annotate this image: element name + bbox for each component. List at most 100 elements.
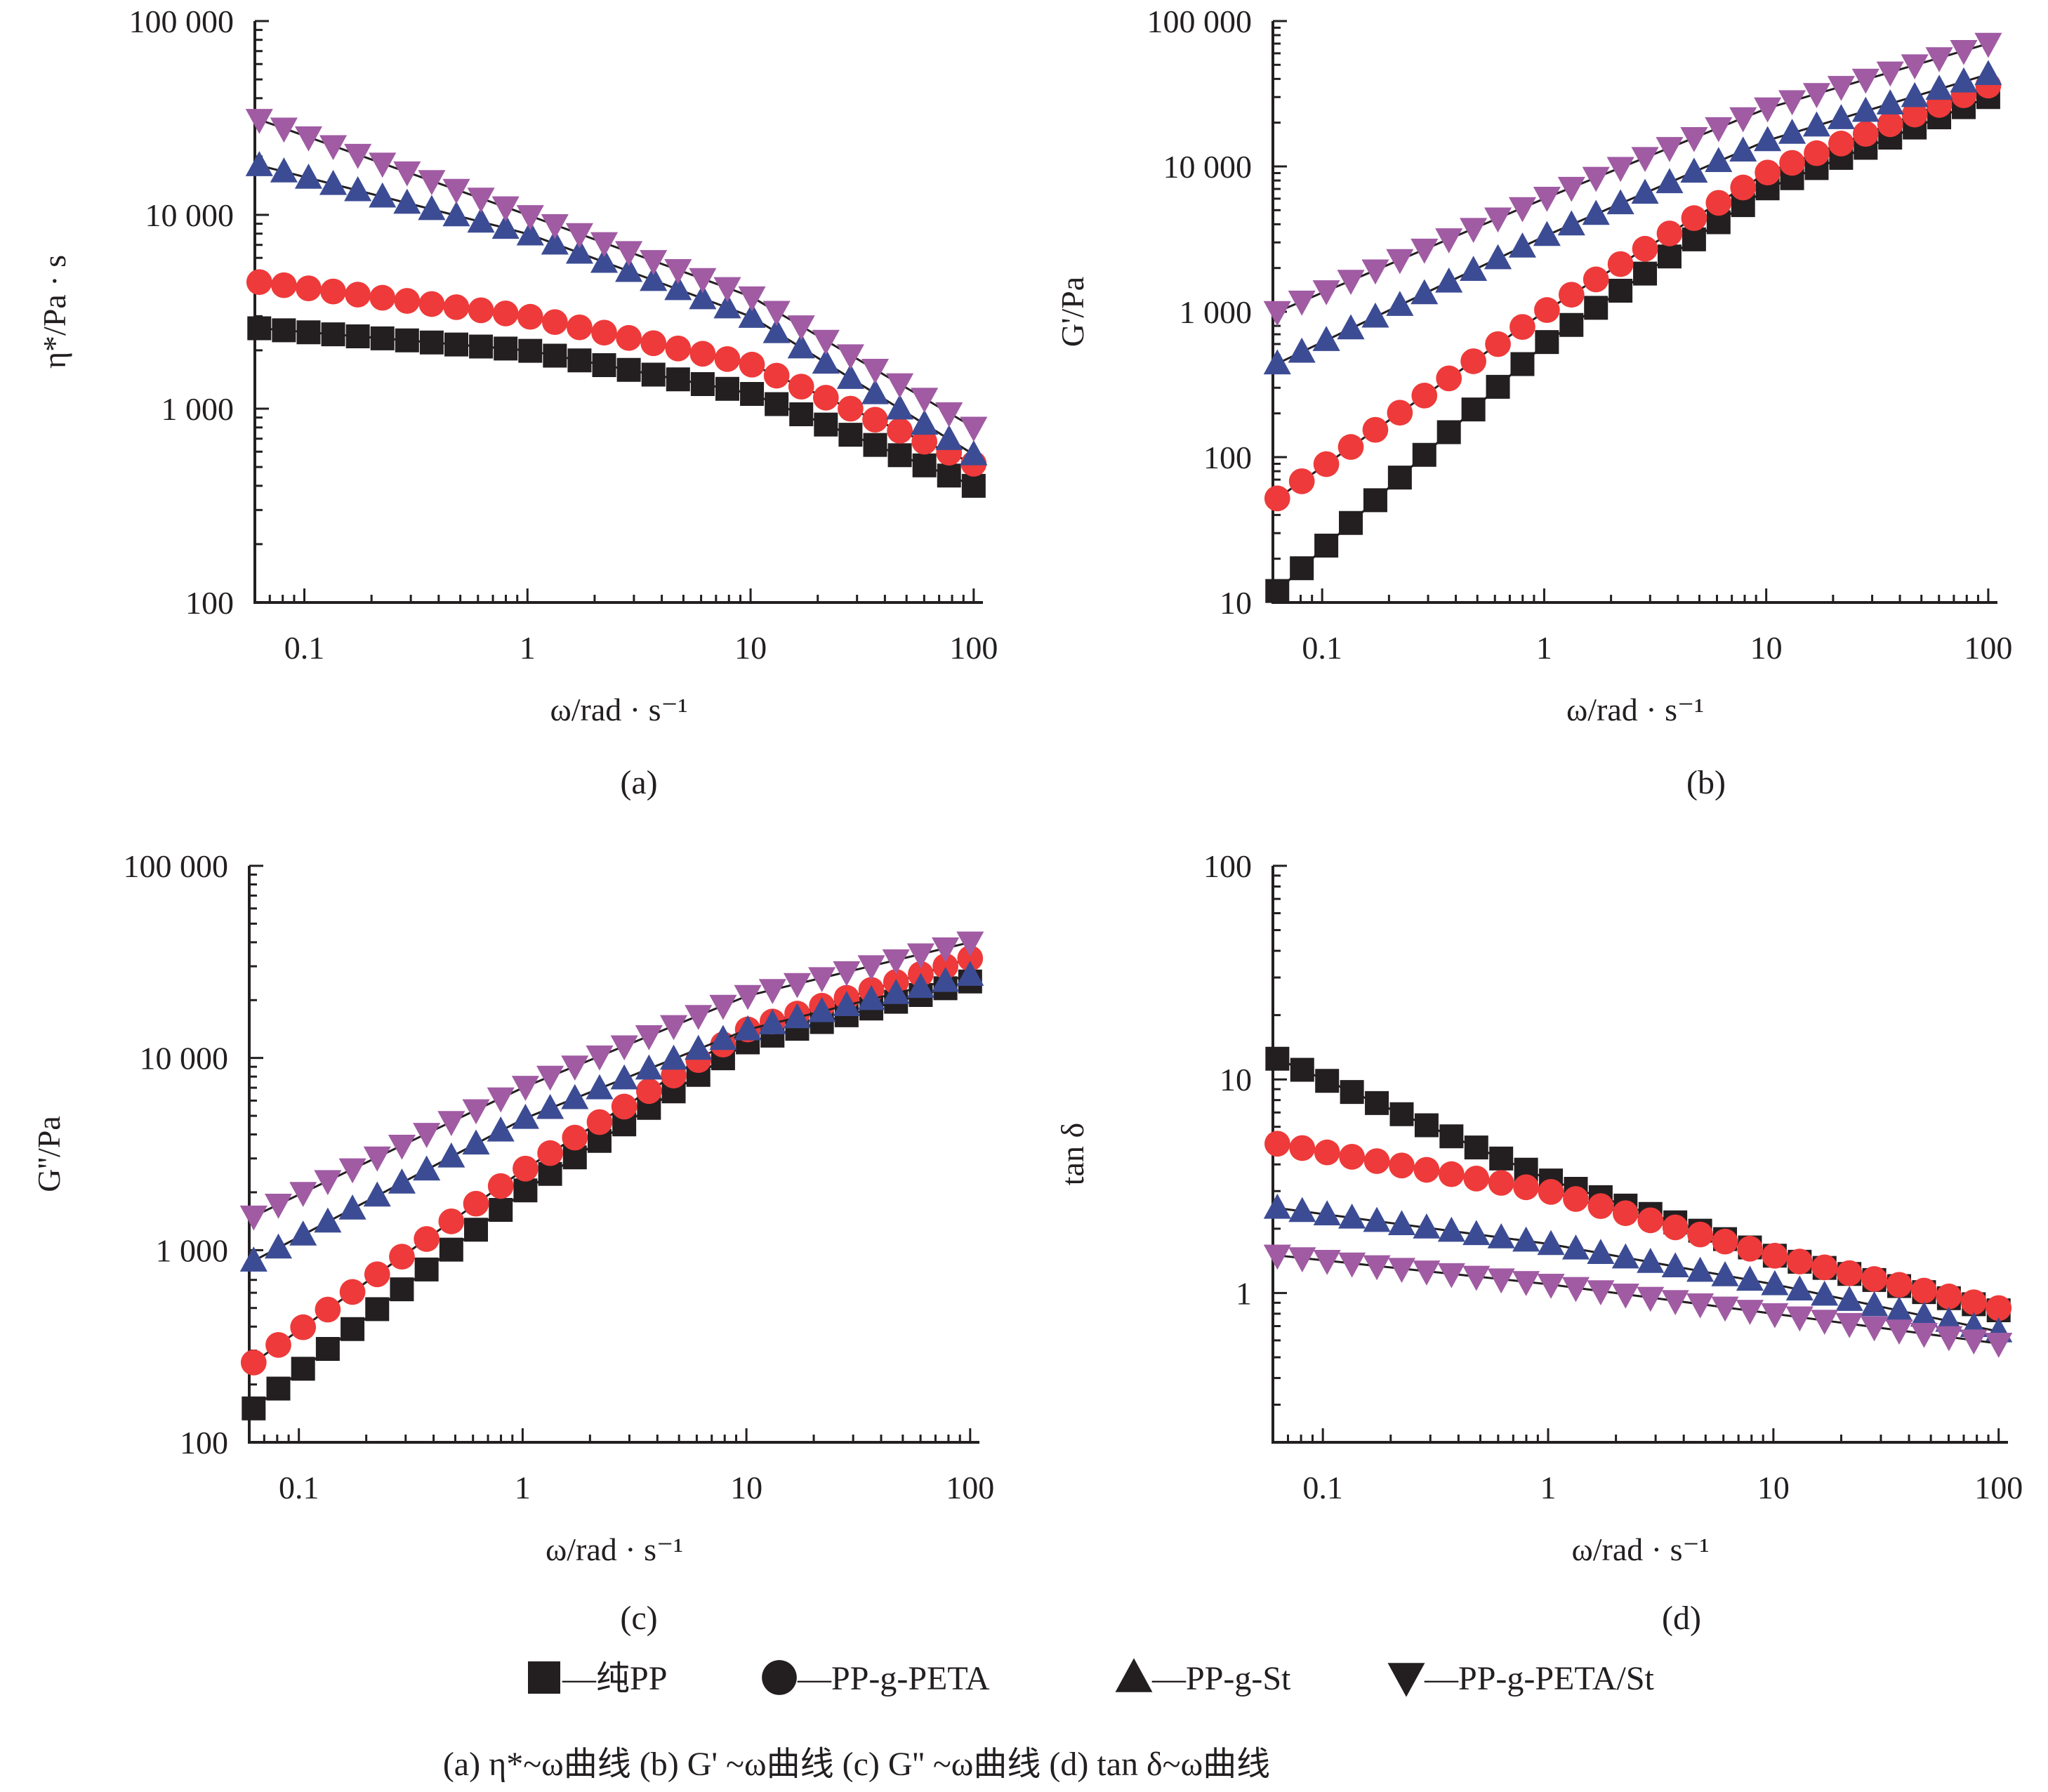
data-point [857, 955, 885, 981]
data-point [1754, 126, 1782, 152]
data-point [439, 1237, 463, 1262]
data-point [709, 994, 737, 1020]
data-point [462, 1099, 490, 1125]
data-point [1460, 218, 1488, 244]
data-point [462, 1129, 490, 1155]
data-point [393, 188, 421, 214]
data-point [395, 328, 419, 353]
data-point [245, 109, 273, 134]
data-point [291, 1357, 315, 1381]
x-tick-label: 100 [946, 1470, 994, 1506]
data-point [1761, 1270, 1789, 1296]
data-point [369, 152, 397, 178]
data-point [1680, 157, 1708, 183]
data-point [1412, 442, 1436, 467]
x-tick-label: 1 [515, 1470, 531, 1506]
data-point [1365, 1091, 1389, 1115]
series-line [1276, 42, 1989, 313]
data-point [1289, 1135, 1316, 1161]
panel-label: (c) [620, 1600, 657, 1637]
data-point [1338, 1252, 1366, 1278]
y-axis-label: G'/Pa [1055, 277, 1090, 347]
data-point [1985, 1333, 2013, 1358]
data-point [863, 433, 887, 457]
data-point [1754, 97, 1782, 123]
data-point [1337, 314, 1365, 340]
data-point [1386, 249, 1414, 275]
data-point [1911, 1277, 1937, 1304]
data-point [1533, 187, 1561, 212]
data-point [911, 388, 939, 413]
data-point [1729, 107, 1757, 133]
data-point [957, 945, 984, 972]
data-point [247, 316, 272, 341]
y-axis-label: η*/Pa · s [37, 255, 72, 369]
data-point [1835, 1286, 1863, 1311]
data-point [783, 1003, 812, 1029]
x-tick-label: 1 [1540, 1470, 1557, 1506]
data-point [1606, 189, 1634, 215]
data-point [562, 1145, 587, 1170]
data-point [1363, 1255, 1391, 1281]
x-tick-label: 0.1 [284, 630, 325, 666]
data-point [787, 333, 815, 359]
data-point [1563, 1186, 1589, 1212]
legend-label: —PP-g-PETA [797, 1660, 990, 1697]
data-point [1460, 256, 1488, 281]
data-point [1386, 291, 1414, 316]
series-petast [1263, 32, 2002, 327]
data-point [1389, 1102, 1414, 1126]
data-point [664, 275, 692, 301]
data-point [738, 303, 766, 328]
data-point [685, 1034, 713, 1060]
data-point [1361, 259, 1389, 285]
data-point [314, 1170, 342, 1196]
x-tick-label: 0.1 [1302, 630, 1342, 666]
data-point [1827, 76, 1855, 101]
x-axis-label: ω/rad · s⁻¹ [546, 1531, 683, 1567]
data-point [1886, 1272, 1912, 1298]
data-point [1538, 1179, 1564, 1205]
y-axis-label: G''/Pa [31, 1116, 67, 1192]
data-point [437, 1111, 465, 1137]
data-point [491, 213, 520, 239]
data-point [1606, 157, 1634, 183]
data-point [1876, 89, 1904, 114]
data-point [1762, 1242, 1788, 1269]
data-point [320, 278, 346, 305]
data-point [1557, 176, 1585, 202]
data-point [758, 979, 786, 1004]
data-point [659, 1015, 688, 1041]
data-point [239, 1246, 267, 1272]
data-point [1387, 400, 1413, 426]
data-point [296, 275, 322, 302]
data-point [388, 1168, 416, 1194]
data-point [1656, 137, 1684, 162]
data-point [1264, 1131, 1290, 1157]
data-point [242, 1396, 266, 1421]
chart-panel-c: 0.1 1 10 100 100 1 000 10 000 100 000 ω/rad · s⁻… [31, 848, 994, 1637]
y-tick-label: 10 [1220, 585, 1252, 621]
data-point [1711, 1296, 1739, 1322]
data-point [365, 1297, 390, 1322]
data-point [1461, 397, 1486, 422]
data-point [861, 358, 890, 384]
data-point [1661, 1290, 1689, 1315]
data-point [1974, 32, 2002, 58]
data-point [1339, 510, 1363, 535]
data-point [270, 157, 298, 183]
data-point [1315, 1069, 1340, 1093]
data-point [442, 178, 470, 204]
legend-item-petta: —PP-g-PETA [762, 1660, 990, 1697]
data-point [836, 344, 864, 370]
series-line [258, 118, 975, 429]
data-point [1559, 312, 1584, 337]
data-point [390, 1277, 414, 1302]
data-point [369, 284, 396, 311]
data-point [1463, 1165, 1490, 1192]
data-point [1851, 96, 1879, 122]
x-tick-label: 100 [1964, 630, 2012, 666]
data-point [1436, 365, 1462, 392]
chart-panel-b: 0.1 1 10 100 10 100 1 000 10 000 100 000 ω/rad · … [1055, 4, 2012, 801]
data-point [1508, 197, 1537, 223]
